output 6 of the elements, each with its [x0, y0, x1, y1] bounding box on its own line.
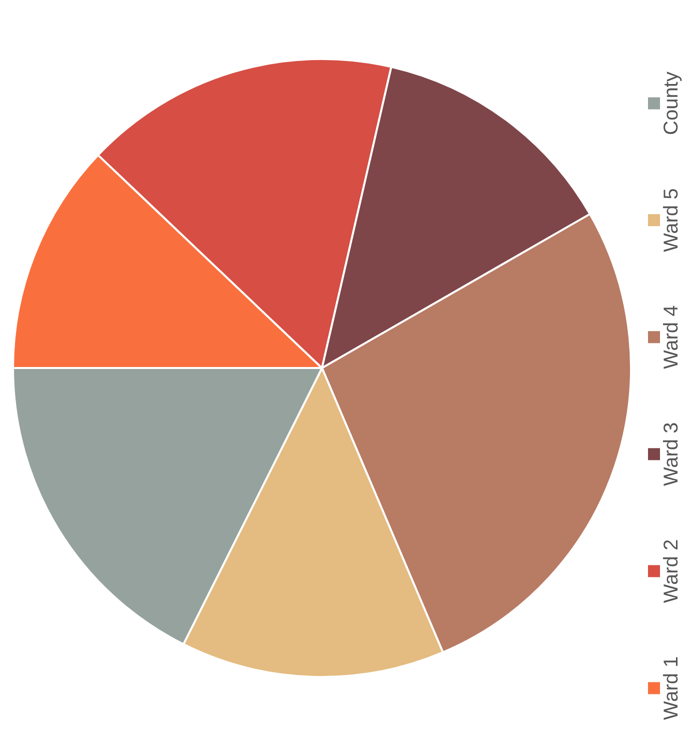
legend-label: Ward 3	[660, 422, 683, 486]
legend-label: County	[660, 72, 683, 135]
legend-label: Ward 4	[660, 305, 683, 369]
legend-label: Ward 2	[660, 539, 683, 603]
legend-label: Ward 1	[660, 656, 683, 720]
legend-label: Ward 5	[660, 188, 683, 252]
